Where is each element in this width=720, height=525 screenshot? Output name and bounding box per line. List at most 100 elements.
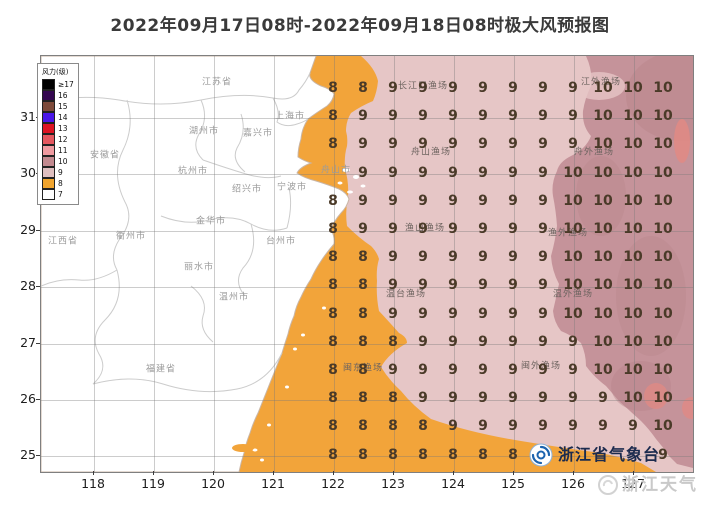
legend-items: ≥17 16 15 14 13 12 11 10 9 8 7 [42,78,76,200]
wind-value: 9 [388,80,398,96]
lon-tick-label: 121 [261,476,285,491]
wind-value: 9 [538,249,548,266]
wind-value: 10 [563,221,583,237]
sea-level8-region [201,56,656,472]
graticule-meridian [274,56,275,472]
wind-value: 9 [448,164,458,181]
graticule-meridian [214,56,215,472]
wind-value: 9 [388,249,398,266]
wind-value: 10 [653,80,673,96]
islands [252,168,366,462]
legend-item: 16 [42,89,76,101]
wind-value: 9 [358,136,368,153]
wind-value: 9 [568,418,578,435]
fishery-label: 江外渔场 [580,77,622,88]
watermark-circle-icon [598,475,618,495]
lon-tick-label: 126 [561,476,585,491]
lon-tick [333,471,334,475]
wind-value: 9 [568,80,578,96]
coastal-wind8-patch [232,444,254,452]
legend-item: 8 [42,177,76,189]
wind-value: 9 [478,108,488,125]
wind-value: 8 [358,418,368,435]
wind-value: 9 [538,390,548,407]
wind-value: 8 [328,333,338,350]
graticule-meridian [514,56,515,472]
wind-value: 8 [328,80,338,96]
legend-item-label: 13 [58,123,68,133]
lon-tick-label: 125 [501,476,525,491]
graticule-parallel [41,231,693,232]
legend-item: 11 [42,144,76,156]
watermark-text: 浙江天气 [622,474,698,495]
admin-boundaries [41,72,311,393]
sea-level10-shade [626,56,693,141]
wind-value: 10 [653,362,673,378]
wind-value: 9 [448,277,458,294]
wind-value: 9 [418,277,428,294]
legend-item-label: 11 [58,145,68,155]
lat-tick [36,343,40,344]
region-label: 安徽省 [89,150,121,161]
fishery-label: 长江口渔场 [397,81,449,92]
sea-level11-spot [682,397,693,419]
wind-value: 9 [418,164,428,181]
wind-value: 8 [358,362,368,378]
wind-value: 9 [478,390,488,407]
wind-value: 10 [653,418,673,435]
wind-value: 10 [593,192,613,209]
wind-value: 9 [448,192,458,209]
wind-value: 10 [653,249,673,266]
wind-value: 9 [418,249,428,266]
graticule-meridian [334,56,335,472]
wind-value: 9 [538,192,548,209]
wind-value: 8 [328,362,338,378]
legend-swatch [42,188,55,200]
wind-value: 10 [623,108,643,125]
wind-value: 9 [448,136,458,153]
legend-item: 9 [42,166,76,178]
wind-value: 8 [358,249,368,266]
wind-value: 8 [358,80,368,96]
legend-item: 12 [42,133,76,145]
wind-value: 8 [328,221,338,237]
legend-item: 14 [42,111,76,123]
legend-item: ≥17 [42,78,76,90]
legend-swatch [42,166,55,178]
region-label: 温州市 [218,292,250,303]
wind-value: 10 [593,249,613,266]
wind-value: 9 [568,136,578,153]
lon-tick [573,471,574,475]
region-label: 福建省 [145,364,177,375]
wind-value: 10 [623,192,643,209]
legend-item: 10 [42,155,76,167]
lat-tick [36,286,40,287]
wind-value: 8 [358,277,368,294]
wind-value: 9 [568,333,578,350]
wind-value: 9 [598,418,608,435]
legend-item-label: 16 [58,90,68,100]
wind-value: 9 [478,305,488,322]
sea-level11-spot [674,119,690,163]
legend-item-label: 8 [58,178,63,188]
region-label: 上海市 [274,111,306,122]
legend-item-label: 10 [58,156,68,166]
lon-tick-label: 122 [321,476,345,491]
wind-value: 8 [328,249,338,266]
wind-value: 9 [358,192,368,209]
forecast-map: 江苏省 上海市 湖州市 嘉兴市 安徽省 杭州市 绍兴市 宁波市 舟山市 金华市 衢州市 江西省 台州市丽… [40,55,694,473]
wind-value: 8 [358,446,368,463]
sea-pale-pocket [573,72,625,100]
region-label: 湖州市 [188,126,220,137]
graticule-meridian [634,56,635,472]
wind-value: 9 [448,333,458,350]
wind-value: 9 [478,277,488,294]
wind-value: 9 [538,305,548,322]
legend-item: 15 [42,100,76,112]
wind-value: 10 [623,221,643,237]
lat-tick-label: 31 [20,108,36,124]
wind-value: 9 [448,80,458,96]
wind-value: 10 [563,249,583,266]
fishery-label: 闽外渔场 [520,361,562,372]
lon-tick [633,471,634,475]
